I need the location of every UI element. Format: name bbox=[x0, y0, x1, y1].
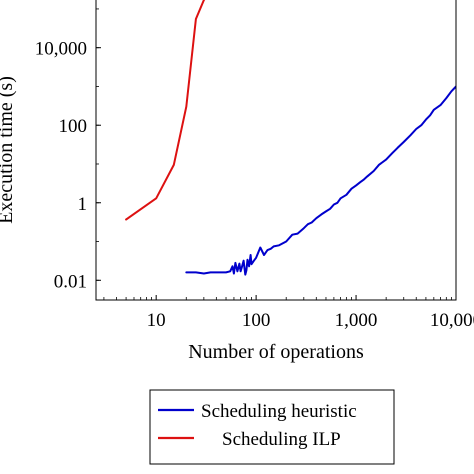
y-axis-label-group: Execution time (s) bbox=[0, 76, 17, 224]
series-line-1 bbox=[125, 0, 206, 221]
x-tick-label: 100 bbox=[242, 310, 271, 331]
x-tick-label: 1,000 bbox=[335, 310, 378, 331]
y-axis-label: Execution time (s) bbox=[0, 76, 17, 224]
y-tick-label: 0.01 bbox=[54, 271, 87, 292]
legend-label-1: Scheduling ILP bbox=[222, 429, 341, 450]
legend-label-0: Scheduling heuristic bbox=[201, 401, 357, 422]
legend-box bbox=[149, 389, 395, 465]
y-tick-label: 1 bbox=[78, 194, 88, 215]
y-tick-label: 10,000 bbox=[35, 39, 87, 60]
x-tick-label: 10,000 bbox=[430, 310, 474, 331]
y-tick-label: 100 bbox=[59, 116, 88, 137]
legend: Scheduling heuristic Scheduling ILP bbox=[149, 389, 395, 465]
series-line-0 bbox=[185, 85, 456, 276]
y-ticks: 0.01 1 100 10,000 bbox=[35, 8, 101, 292]
x-axis-label: Number of operations bbox=[188, 341, 364, 363]
plot-frame bbox=[95, 0, 457, 301]
x-tick-label: 10 bbox=[147, 310, 166, 331]
series-layer bbox=[125, 0, 456, 276]
